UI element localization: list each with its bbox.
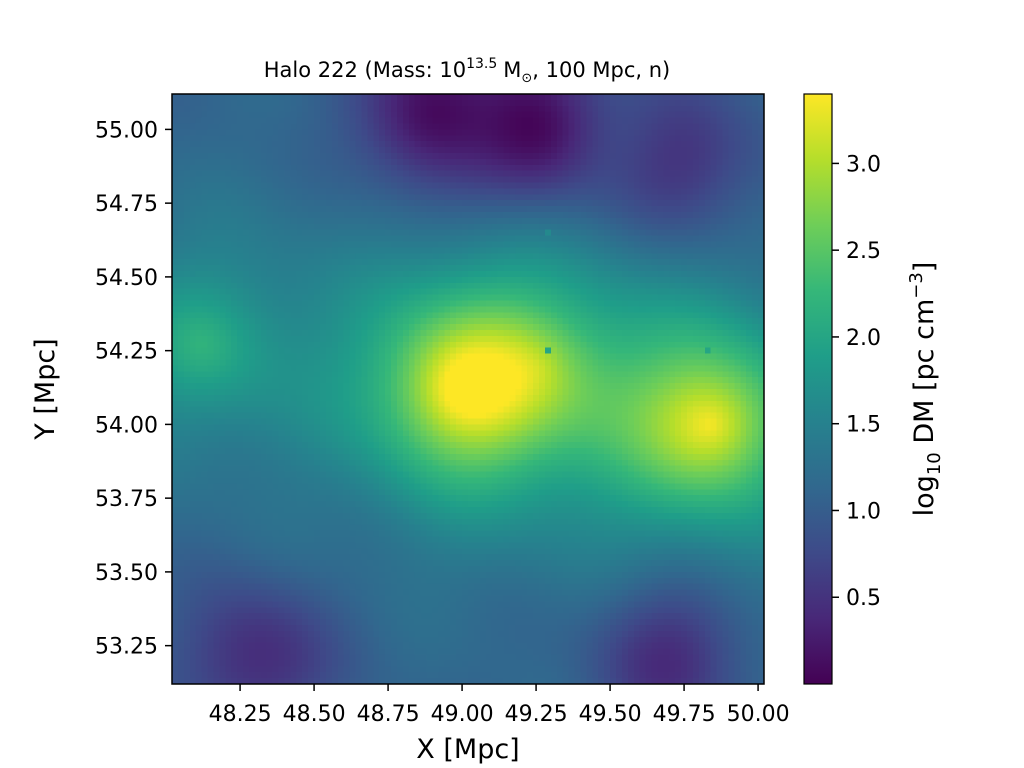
x-axis-ticks: 48.25 48.50 48.75 49.00 49.25 49.50 49.75 50.00 [209,684,790,727]
heatmap-image [172,94,764,684]
x-tick-label: 48.25 [209,702,272,727]
colorbar-tick-label: 3.0 [846,152,881,177]
y-tick-label: 53.75 [95,487,158,512]
colorbar-tick-label: 2.0 [846,326,881,351]
y-tick-label: 54.25 [95,340,158,365]
y-tick-label: 53.50 [95,561,158,586]
colorbar-ticks: 0.5 1.0 1.5 2.0 2.5 3.0 [832,152,881,611]
x-tick-label: 49.25 [505,702,568,727]
colorbar-label: log10 DM [pc cm−3] [906,262,945,517]
colorbar-tick-label: 0.5 [846,586,881,611]
x-tick-label: 49.75 [653,702,716,727]
y-tick-label: 54.00 [95,413,158,438]
y-tick-label: 53.25 [95,635,158,660]
x-tick-label: 48.75 [357,702,420,727]
y-axis-ticks: 53.25 53.50 53.75 54.00 54.25 54.50 54.75 55.00 [95,118,172,660]
plot-frame [171,93,765,685]
colorbar-tick-label: 2.5 [846,239,881,264]
x-tick-label: 49.50 [579,702,642,727]
x-tick-label: 48.50 [283,702,346,727]
chart-title: Halo 222 (Mass: 1013.5 M⊙, 100 Mpc, n) [264,56,670,86]
y-axis-label: Y [Mpc] [30,338,61,440]
x-axis-label: X [Mpc] [416,734,519,765]
colorbar [803,93,833,685]
y-tick-label: 54.75 [95,192,158,217]
x-tick-label: 49.00 [431,702,494,727]
colorbar-tick-label: 1.0 [846,499,881,524]
colorbar-tick-label: 1.5 [846,413,881,438]
heatmap [172,94,764,684]
y-tick-label: 54.50 [95,266,158,291]
x-tick-label: 50.00 [727,702,790,727]
y-tick-label: 55.00 [95,118,158,143]
